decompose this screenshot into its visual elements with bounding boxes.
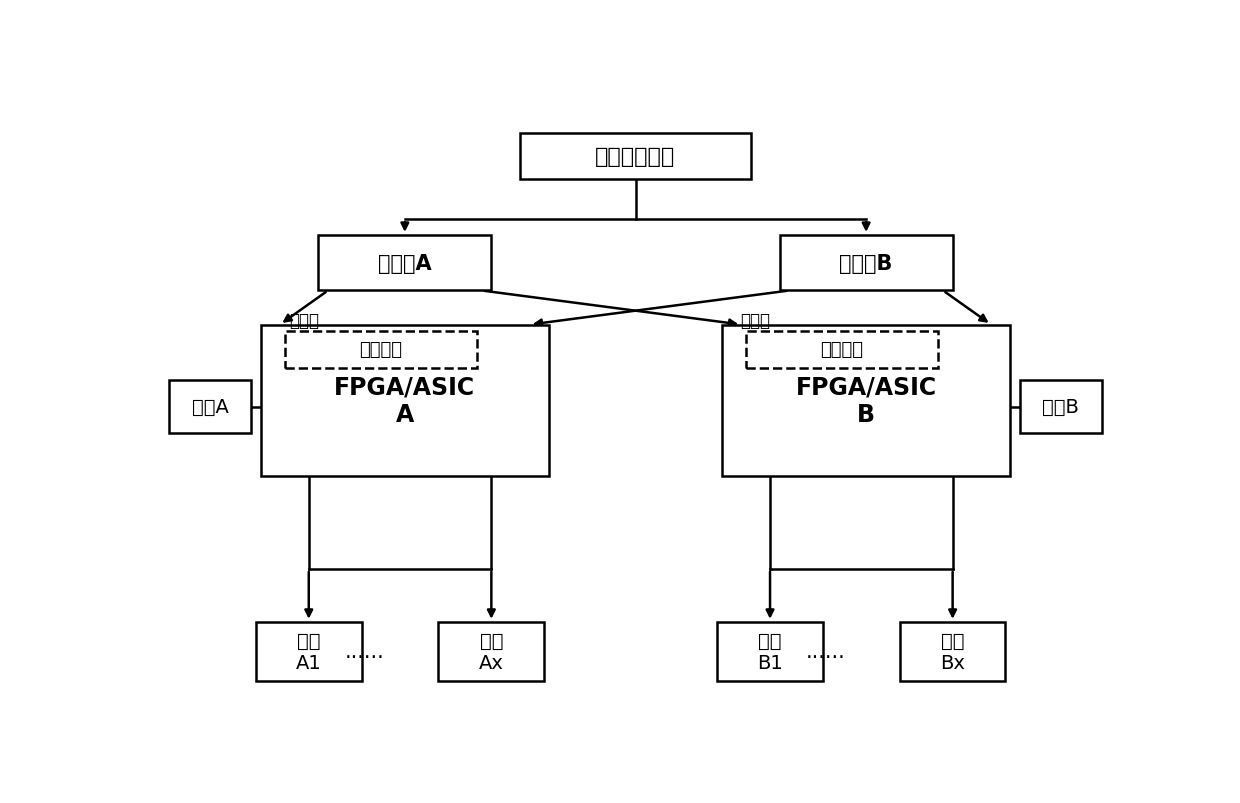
Text: 内存A: 内存A xyxy=(192,397,228,417)
Text: 内存B: 内存B xyxy=(1043,397,1079,417)
Text: ......: ...... xyxy=(806,641,846,661)
Text: FPGA/ASIC
A: FPGA/ASIC A xyxy=(335,375,475,426)
Text: 统一参考时钟: 统一参考时钟 xyxy=(595,147,676,167)
Bar xyxy=(521,133,751,180)
Bar xyxy=(722,325,1011,477)
Bar xyxy=(255,622,362,681)
Text: 设备
A1: 设备 A1 xyxy=(296,631,321,672)
Bar xyxy=(260,325,549,477)
Bar xyxy=(780,235,952,291)
Bar xyxy=(170,381,250,434)
Text: 设备
B1: 设备 B1 xyxy=(758,631,782,672)
Bar xyxy=(1019,381,1101,434)
Text: 设备
Ax: 设备 Ax xyxy=(479,631,503,672)
Text: 设备
Bx: 设备 Bx xyxy=(940,631,965,672)
Text: 处理器A: 处理器A xyxy=(378,253,432,273)
Bar xyxy=(439,622,544,681)
Bar xyxy=(319,235,491,291)
Bar xyxy=(900,622,1006,681)
Text: 锁步比对: 锁步比对 xyxy=(821,341,863,359)
Text: FPGA/ASIC
B: FPGA/ASIC B xyxy=(796,375,936,426)
Text: 处理器
总线: 处理器 总线 xyxy=(740,312,770,351)
Text: 处理器
总线: 处理器 总线 xyxy=(289,312,319,351)
Bar xyxy=(746,332,939,369)
Text: ......: ...... xyxy=(345,641,384,661)
Text: 锁步比对: 锁步比对 xyxy=(360,341,402,359)
Bar xyxy=(717,622,823,681)
Text: 处理器B: 处理器B xyxy=(839,253,893,273)
Bar xyxy=(285,332,477,369)
